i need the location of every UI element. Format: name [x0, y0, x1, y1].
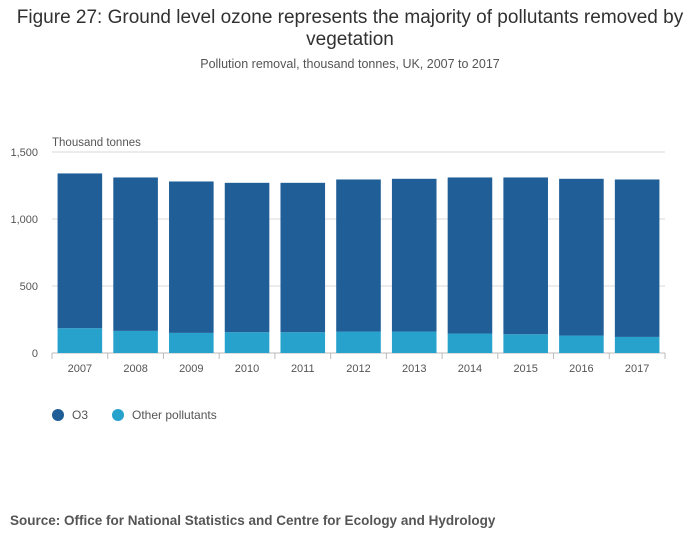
x-tick-label: 2010: [235, 363, 259, 375]
bar-other-2015: [503, 334, 548, 353]
bar-o3-2012: [336, 179, 381, 332]
source-note: Source: Office for National Statistics a…: [10, 513, 496, 528]
bar-other-2013: [391, 331, 437, 353]
bar-o3-2009: [169, 181, 214, 333]
bar-other-2014: [447, 333, 493, 353]
legend-swatch-o3: [52, 409, 64, 421]
legend-label-o3: O3: [72, 408, 89, 422]
legend-swatch-other: [112, 409, 125, 421]
chart-title: Figure 27: Ground level ozone represents…: [16, 7, 684, 50]
x-tick-label: 2013: [402, 363, 426, 375]
bar-other-2016: [559, 335, 604, 353]
x-tick-label: 2012: [346, 363, 370, 375]
bar-other-2007: [57, 328, 103, 353]
y-tick-label: 500: [20, 281, 38, 293]
bar-other-2011: [280, 332, 326, 353]
legend-label-other: Other pollutants: [132, 408, 217, 422]
y-tick-label: 0: [32, 348, 38, 360]
bar-other-2012: [336, 331, 381, 353]
x-tick-label: 2008: [123, 363, 147, 375]
legend: O3 Other pollutants: [52, 408, 241, 422]
bar-o3-2014: [447, 177, 493, 334]
bar-o3-2007: [57, 173, 103, 329]
bar-o3-2013: [391, 178, 437, 332]
bar-o3-2016: [559, 178, 604, 336]
bar-other-2009: [169, 332, 214, 353]
x-tick-label: 2016: [569, 363, 593, 375]
bar-o3-2010: [224, 182, 270, 333]
bar-o3-2011: [280, 182, 326, 333]
bar-o3-2008: [113, 177, 158, 331]
x-tick-label: 2015: [513, 363, 537, 375]
bar-other-2008: [113, 330, 158, 353]
y-tick-label: 1,000: [10, 214, 38, 226]
bar-o3-2015: [503, 177, 548, 335]
x-tick-label: 2009: [179, 363, 203, 375]
x-tick-label: 2007: [68, 363, 92, 375]
y-axis-title: Thousand tonnes: [52, 137, 141, 149]
x-tick-label: 2011: [291, 363, 315, 375]
bar-other-2010: [224, 332, 270, 353]
bar-other-2017: [614, 336, 660, 353]
x-tick-label: 2017: [625, 363, 649, 375]
legend-item-o3: O3: [52, 408, 88, 422]
chart-subtitle: Pollution removal, thousand tonnes, UK, …: [200, 57, 500, 71]
legend-item-other: Other pollutants: [112, 408, 217, 422]
bar-o3-2017: [614, 179, 660, 337]
y-tick-label: 1,500: [10, 147, 38, 159]
x-tick-label: 2014: [458, 363, 482, 375]
